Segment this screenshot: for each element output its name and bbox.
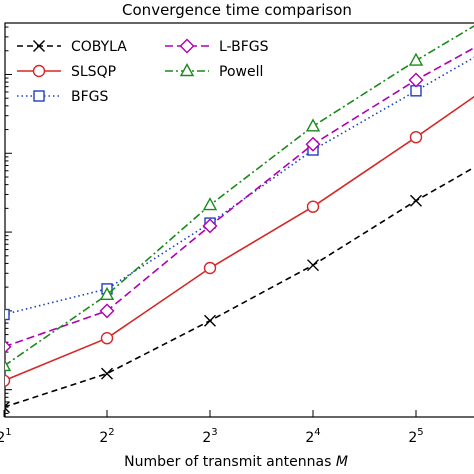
x-tick-label-exponent: 3 <box>211 427 217 438</box>
x-tick-label-base: 2 <box>99 430 108 446</box>
data-point <box>305 136 321 152</box>
data-point <box>101 367 113 380</box>
x-marker-stroke <box>307 259 319 272</box>
series-layer <box>5 25 474 414</box>
x-marker-stroke <box>5 401 10 408</box>
data-point <box>307 259 319 272</box>
legend-entry: SLSQP <box>17 64 116 80</box>
data-point <box>203 261 217 275</box>
x-ticks: 21 22 23 24 25 <box>0 410 424 446</box>
data-point <box>202 197 218 211</box>
data-point <box>306 200 320 213</box>
x-marker-stroke <box>204 314 216 327</box>
series-line <box>5 25 474 367</box>
x-axis-label-text: Number of transmit antennas <box>124 454 336 470</box>
data-point <box>409 130 423 144</box>
series-slsqp <box>5 95 474 387</box>
x-tick-label-exponent: 1 <box>5 427 11 438</box>
legend-entry: Powell <box>165 63 263 80</box>
series-line <box>5 166 474 408</box>
x-tick-label-base: 2 <box>305 430 314 446</box>
data-point <box>204 314 216 327</box>
legend-entry: L-BFGS <box>165 38 269 55</box>
series-line <box>5 95 474 382</box>
y-ticks <box>5 26 12 414</box>
x-tick-label: 24 <box>305 427 320 446</box>
legend-label: BFGS <box>71 89 109 105</box>
legend-marker <box>33 40 45 52</box>
data-point <box>5 359 12 372</box>
x-tick-label-exponent: 4 <box>314 427 320 438</box>
x-tick-label-base: 2 <box>202 430 211 446</box>
legend-marker <box>179 38 195 54</box>
data-point <box>202 218 218 234</box>
series-cobyla <box>5 166 474 414</box>
x-tick-label-base: 2 <box>408 430 417 446</box>
x-tick-label: 23 <box>202 427 217 446</box>
plot-frame <box>4 22 474 418</box>
data-point <box>5 374 11 387</box>
data-point <box>408 52 424 66</box>
series-powell <box>5 25 474 372</box>
data-point <box>99 286 115 300</box>
data-point <box>5 340 12 354</box>
x-axis-label: Number of transmit antennas M <box>124 454 348 470</box>
legend: COBYLA SLSQP BFGS L-BFGS Powell <box>17 38 269 105</box>
legend-label: SLSQP <box>71 64 116 80</box>
x-marker-stroke <box>33 40 45 52</box>
data-point <box>5 401 10 414</box>
x-marker-stroke <box>410 194 422 207</box>
data-point <box>305 118 321 132</box>
series-line <box>5 47 474 348</box>
legend-marker <box>179 63 195 77</box>
x-tick-label: 21 <box>0 427 12 446</box>
x-tick-label-exponent: 2 <box>108 427 114 438</box>
x-tick-label: 25 <box>408 427 423 446</box>
legend-label: L-BFGS <box>219 39 269 55</box>
data-point <box>5 308 10 321</box>
legend-entry: BFGS <box>17 89 109 105</box>
x-tick-label: 22 <box>99 427 114 446</box>
x-marker-stroke <box>101 367 113 380</box>
x-axis-label-variable: M <box>336 454 348 470</box>
data-point <box>100 332 114 345</box>
x-marker-stroke <box>5 407 10 414</box>
x-tick-label-base: 2 <box>0 430 5 446</box>
legend-marker <box>32 64 46 78</box>
legend-marker <box>33 90 45 102</box>
legend-label: COBYLA <box>71 39 127 55</box>
plot-area <box>4 22 474 418</box>
data-point <box>408 72 424 88</box>
legend-label: Powell <box>219 64 263 80</box>
legend-entry: COBYLA <box>17 39 127 55</box>
data-point <box>99 303 115 319</box>
chart-title: Convergence time comparison <box>122 1 352 19</box>
series-l-bfgs <box>5 47 474 354</box>
data-point <box>410 194 422 207</box>
x-tick-label-exponent: 5 <box>417 427 423 438</box>
